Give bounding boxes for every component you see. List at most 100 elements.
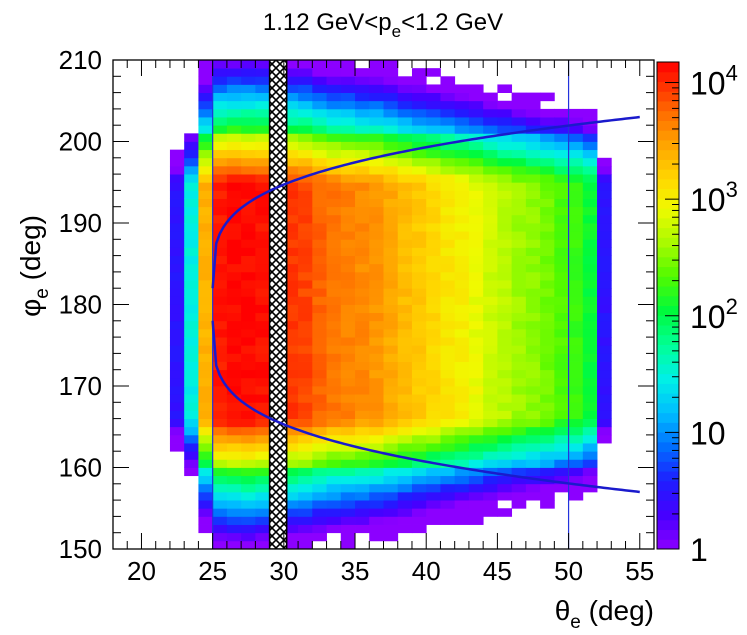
heatmap-bin [198, 361, 214, 371]
y-tick-label: 200 [59, 127, 102, 157]
heatmap-bin [511, 100, 527, 110]
heatmap-bin [355, 198, 370, 208]
heatmap-bin [426, 508, 441, 517]
heatmap-bin [283, 508, 299, 517]
heatmap-bin [241, 483, 256, 493]
heatmap-bin [340, 516, 356, 525]
chart-title: 1.12 GeV<pe<1.2 GeV [263, 9, 503, 41]
heatmap-bin [411, 68, 427, 77]
color-scale-bar [657, 62, 679, 550]
heatmap-bin [340, 190, 356, 199]
heatmap-bin [340, 500, 356, 509]
heatmap-bin [298, 353, 313, 362]
heatmap-bin [184, 255, 199, 265]
heatmap-bin [255, 214, 271, 224]
heatmap-bin [440, 434, 456, 444]
heatmap-bin [226, 60, 242, 69]
heatmap-bin [340, 206, 356, 216]
color-scale-segment [657, 500, 679, 511]
color-scale-segment [657, 149, 679, 160]
heatmap-bin [283, 198, 299, 208]
heatmap-bin [355, 165, 370, 175]
heatmap-bin [426, 190, 441, 199]
heatmap-bin [226, 540, 242, 549]
heatmap-bin [340, 304, 356, 314]
heatmap-bin [597, 296, 612, 305]
heatmap-bin [212, 434, 228, 444]
heatmap-bin [454, 271, 470, 281]
heatmap-bin [369, 475, 384, 485]
color-scale-segment [657, 130, 679, 141]
heatmap-bin [582, 296, 598, 305]
heatmap-bin [326, 214, 342, 224]
heatmap-bin [497, 394, 513, 403]
heatmap-bin [497, 247, 513, 256]
heatmap-bin [511, 402, 527, 411]
heatmap-bin [312, 394, 327, 403]
heatmap-bin [369, 76, 384, 85]
heatmap-bin [198, 60, 214, 69]
heatmap-bin [582, 369, 598, 379]
heatmap-bin [468, 361, 484, 371]
heatmap-bin [554, 214, 569, 224]
heatmap-bin [426, 394, 441, 403]
heatmap-bin [369, 467, 384, 477]
heatmap-bin [198, 76, 214, 85]
heatmap-bin [554, 320, 569, 330]
heatmap-bin [212, 133, 228, 142]
heatmap-bin [312, 125, 327, 134]
heatmap-bin [540, 141, 555, 151]
heatmap-bin [212, 353, 228, 362]
heatmap-bin [554, 467, 569, 477]
heatmap-bin [255, 149, 271, 159]
heatmap-bin [411, 500, 427, 509]
heatmap-bin [468, 141, 484, 151]
heatmap-bin [169, 263, 185, 273]
heatmap-bin [540, 312, 555, 322]
heatmap-bin [198, 280, 214, 289]
heatmap-bin [525, 467, 541, 477]
heatmap-bin [326, 84, 342, 93]
heatmap-bin [468, 337, 484, 346]
heatmap-bin [198, 247, 214, 256]
heatmap-bin [497, 84, 513, 93]
heatmap-bin [283, 345, 299, 354]
heatmap-bin [383, 84, 399, 93]
heatmap-bin [511, 149, 527, 159]
heatmap-bin [198, 133, 214, 142]
heatmap-bin [212, 190, 228, 199]
heatmap-bin [568, 337, 584, 346]
heatmap-bin [340, 443, 356, 452]
heatmap-bin [554, 402, 569, 411]
heatmap-bin [497, 459, 513, 468]
heatmap-bin [212, 361, 228, 371]
heatmap-bin [212, 345, 228, 354]
heatmap-bin [340, 117, 356, 126]
heatmap-bin [312, 133, 327, 142]
heatmap-bin [511, 443, 527, 452]
heatmap-bin [312, 117, 327, 126]
heatmap-bin [411, 280, 427, 289]
x-tick-label: 20 [127, 556, 156, 586]
heatmap-bin [454, 117, 470, 126]
heatmap-bin [241, 304, 256, 314]
heatmap-bin [582, 247, 598, 256]
color-scale-segment [657, 256, 679, 268]
heatmap-bin [212, 223, 228, 232]
heatmap-bin [525, 418, 541, 428]
color-scale-segment [657, 422, 679, 433]
heatmap-bin [497, 182, 513, 191]
heatmap-bin [426, 500, 441, 509]
heatmap-bin [212, 92, 228, 102]
heatmap-bin [554, 288, 569, 297]
heatmap-bin [312, 508, 327, 517]
heatmap-bin [454, 125, 470, 134]
heatmap-bin [355, 426, 370, 436]
heatmap-bin [426, 516, 441, 525]
heatmap-bin [298, 68, 313, 77]
heatmap-bin [582, 182, 598, 191]
heatmap-bin [397, 76, 413, 85]
heatmap-bin [525, 117, 541, 126]
heatmap-bin [312, 231, 327, 240]
